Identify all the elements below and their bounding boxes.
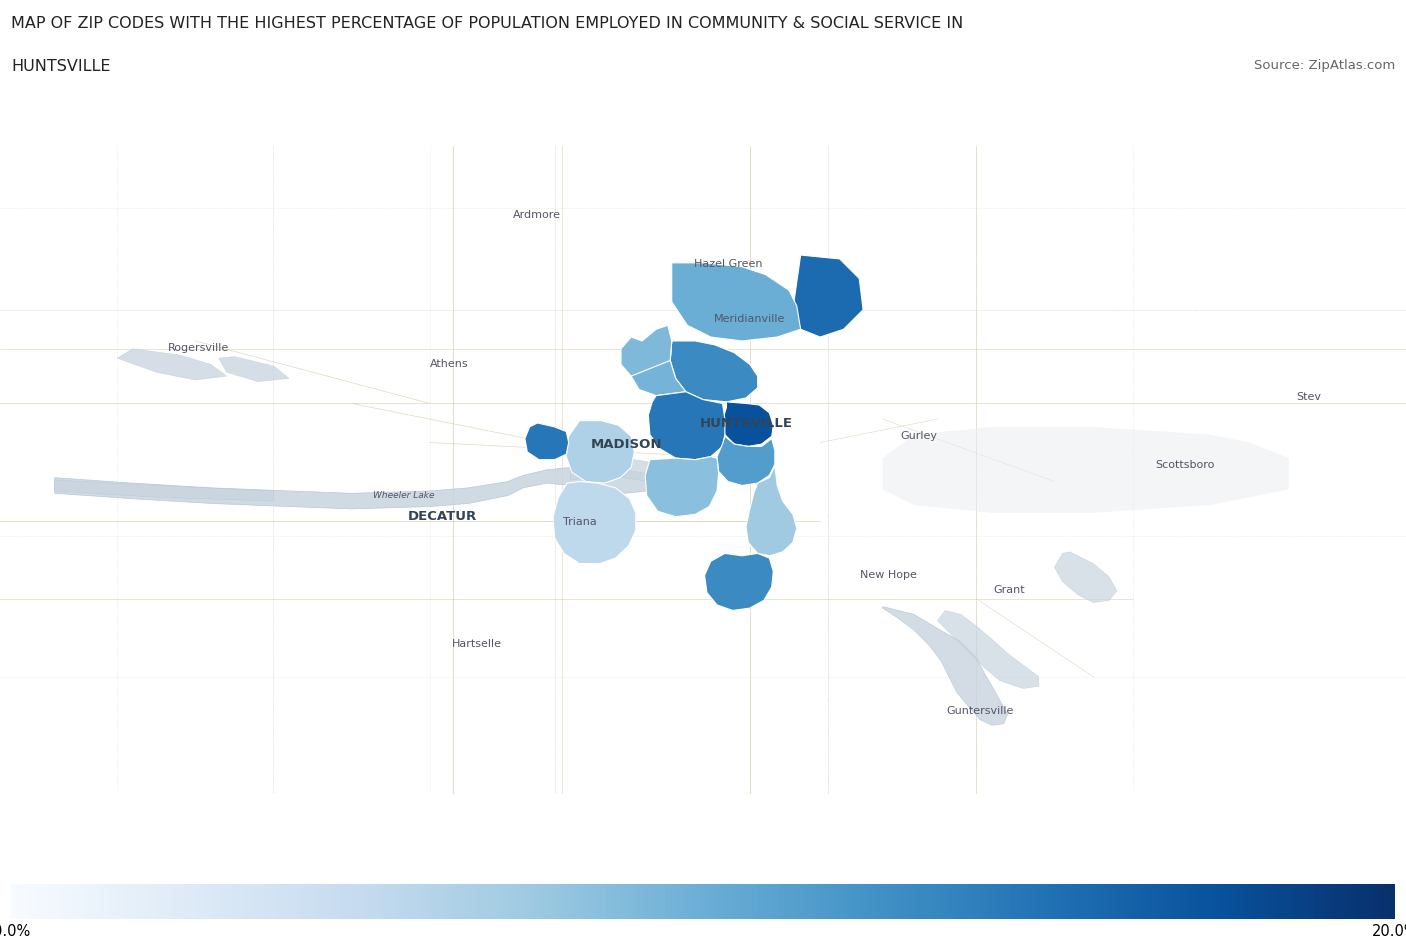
- Polygon shape: [717, 437, 775, 486]
- Text: Athens: Athens: [430, 358, 468, 369]
- Polygon shape: [793, 256, 863, 338]
- Text: DECATUR: DECATUR: [408, 510, 477, 523]
- Text: Hazel Green: Hazel Green: [693, 258, 762, 269]
- Polygon shape: [219, 358, 290, 382]
- Text: Wheeler Lake: Wheeler Lake: [373, 490, 434, 500]
- Polygon shape: [553, 482, 636, 564]
- Text: Stev: Stev: [1296, 391, 1320, 402]
- Text: Source: ZipAtlas.com: Source: ZipAtlas.com: [1254, 59, 1395, 71]
- Text: MADISON: MADISON: [591, 437, 662, 450]
- Text: HUNTSVILLE: HUNTSVILLE: [699, 417, 793, 430]
- Polygon shape: [883, 428, 1289, 513]
- Polygon shape: [671, 342, 758, 402]
- Polygon shape: [938, 611, 1039, 689]
- Polygon shape: [723, 402, 773, 446]
- Polygon shape: [1054, 552, 1116, 603]
- Text: Meridianville: Meridianville: [713, 314, 785, 323]
- Text: Gurley: Gurley: [901, 431, 938, 441]
- Polygon shape: [648, 392, 725, 461]
- Polygon shape: [55, 468, 664, 509]
- Polygon shape: [524, 423, 568, 461]
- Polygon shape: [631, 326, 686, 396]
- Text: Ardmore: Ardmore: [513, 210, 561, 219]
- Text: Triana: Triana: [562, 516, 596, 526]
- Polygon shape: [571, 455, 703, 491]
- Polygon shape: [117, 349, 226, 381]
- Text: Rogersville: Rogersville: [167, 343, 229, 353]
- Polygon shape: [621, 326, 672, 376]
- Text: MAP OF ZIP CODES WITH THE HIGHEST PERCENTAGE OF POPULATION EMPLOYED IN COMMUNITY: MAP OF ZIP CODES WITH THE HIGHEST PERCEN…: [11, 16, 963, 31]
- Text: New Hope: New Hope: [859, 569, 917, 579]
- Text: Scottsboro: Scottsboro: [1156, 460, 1215, 470]
- Polygon shape: [672, 264, 800, 342]
- Polygon shape: [567, 421, 634, 484]
- Text: HUNTSVILLE: HUNTSVILLE: [11, 59, 111, 74]
- Polygon shape: [55, 480, 273, 502]
- Text: Hartselle: Hartselle: [453, 638, 502, 649]
- Polygon shape: [883, 607, 1008, 725]
- Polygon shape: [747, 466, 797, 556]
- Text: Guntersville: Guntersville: [946, 705, 1014, 715]
- Text: Grant: Grant: [994, 584, 1025, 594]
- Polygon shape: [645, 457, 718, 518]
- Polygon shape: [704, 554, 773, 611]
